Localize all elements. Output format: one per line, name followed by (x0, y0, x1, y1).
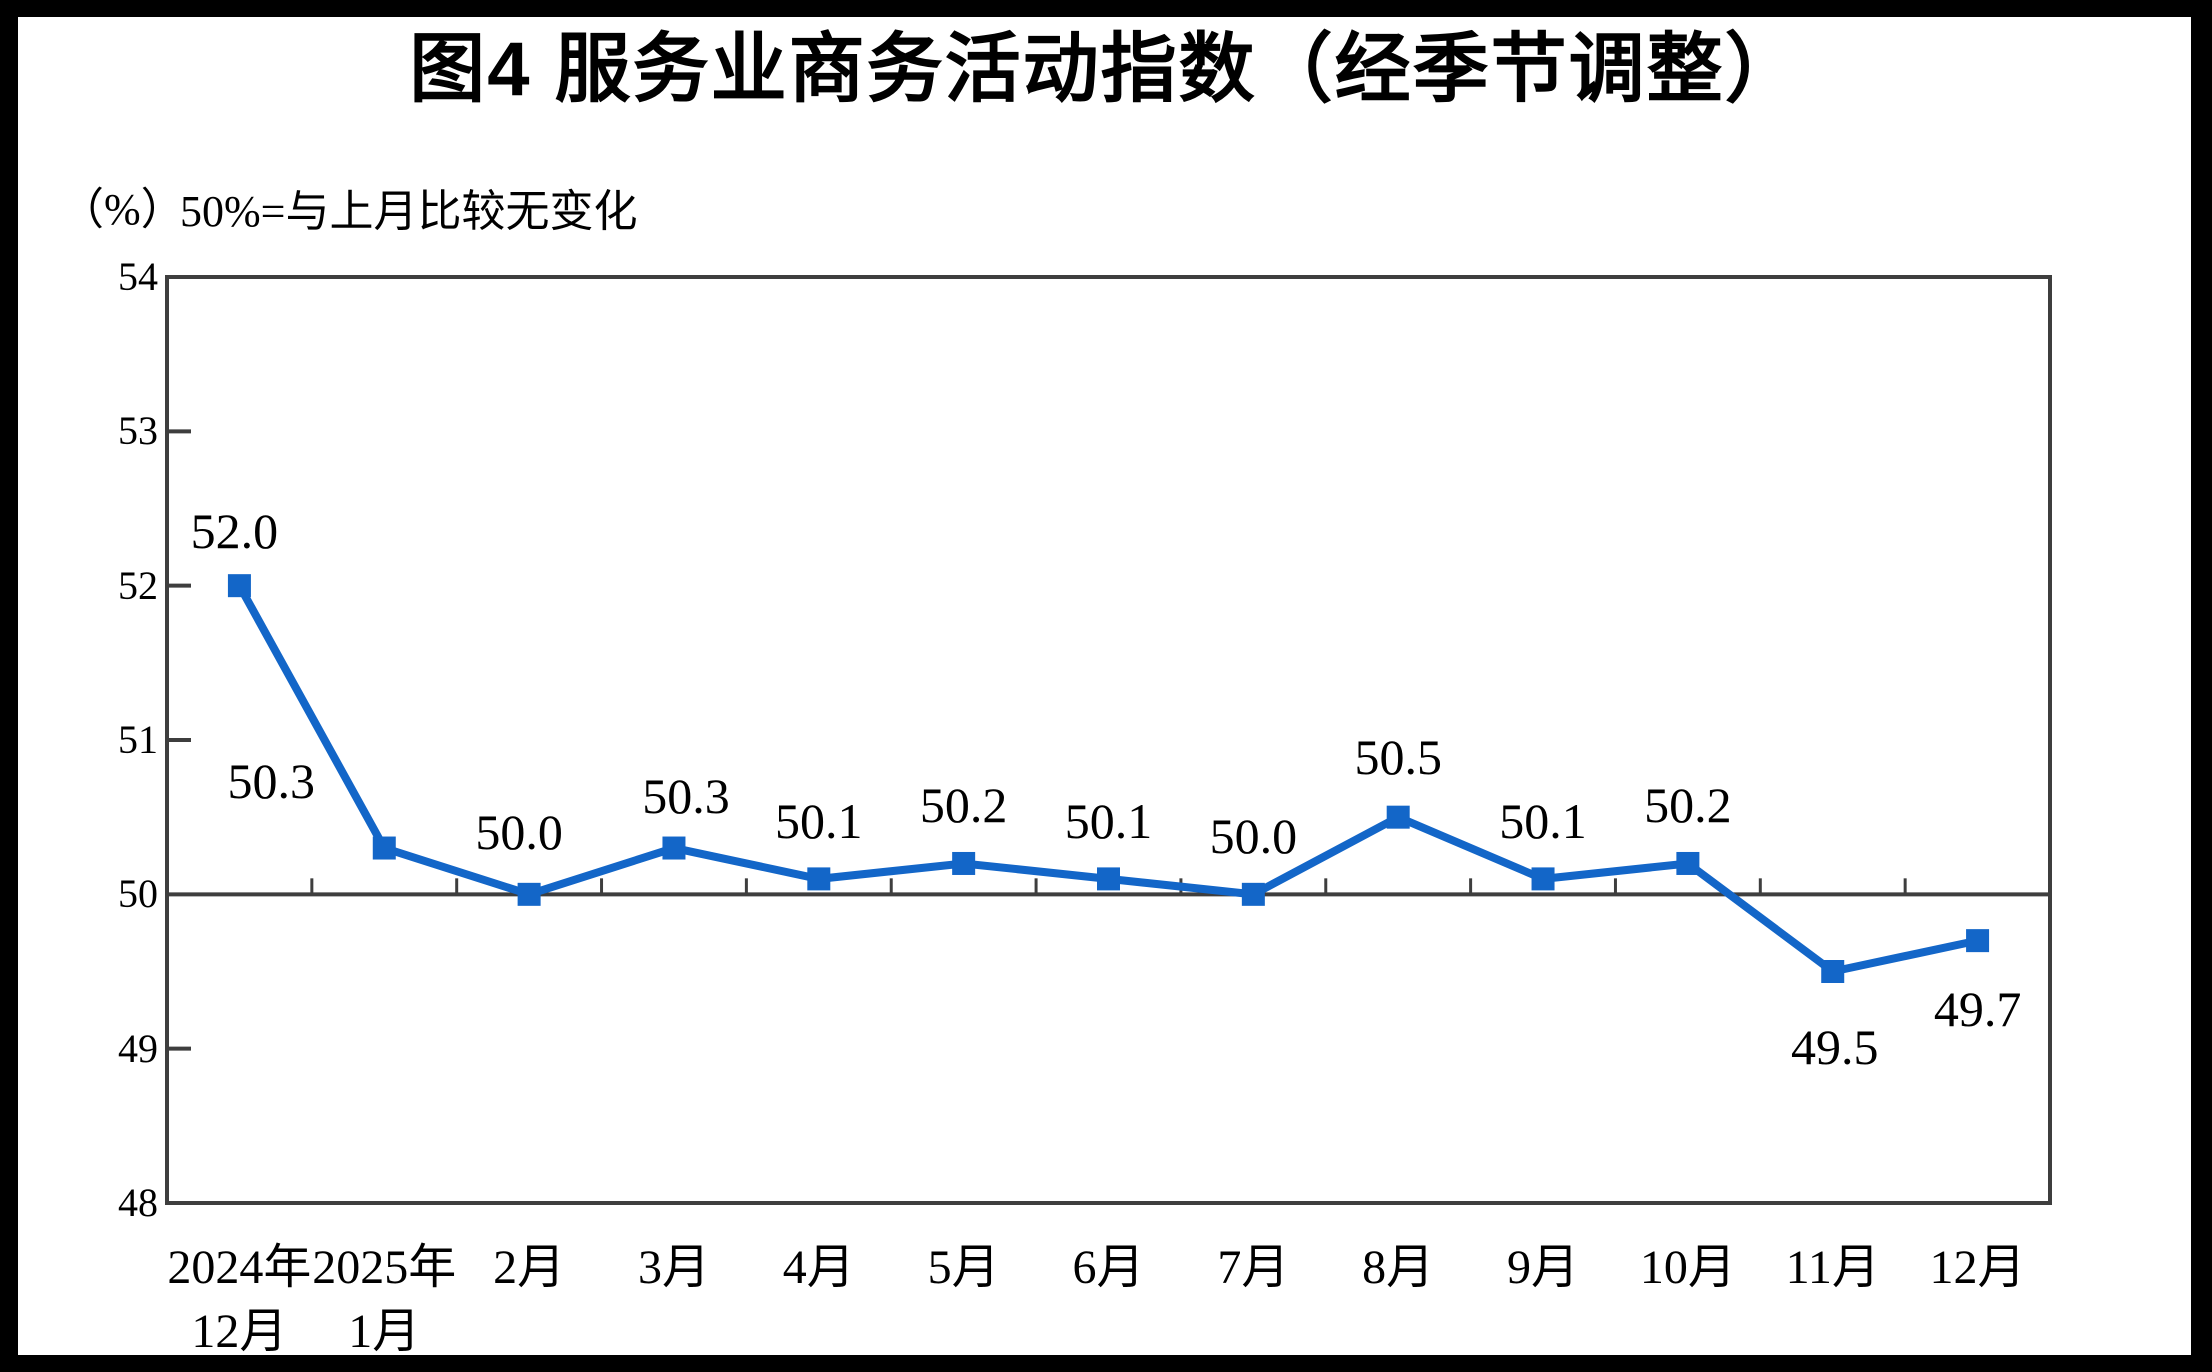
data-point-value-label: 50.2 (1644, 777, 1732, 834)
data-point-marker (662, 836, 686, 860)
chart-subtitle-row: （%） 50%=与上月比较无变化 (0, 182, 2212, 238)
y-axis-unit-label: （%） (60, 185, 185, 234)
data-point-value-label: 50.5 (1354, 729, 1442, 786)
data-point-value-label: 50.1 (1064, 792, 1153, 849)
x-category-label: 1月 (348, 1305, 421, 1358)
y-tick-label: 49 (118, 1025, 158, 1071)
data-point-value-label: 50.0 (475, 804, 563, 861)
data-point-marker (517, 882, 541, 906)
x-category-label: 9月 (1507, 1241, 1580, 1294)
data-point-marker (1821, 960, 1845, 983)
data-point-marker (1966, 929, 1990, 953)
x-category-label: 7月 (1217, 1241, 1290, 1294)
data-point-value-label: 49.7 (1933, 980, 2022, 1037)
data-point-value-label: 49.5 (1790, 1018, 1879, 1075)
x-category-label: 3月 (637, 1241, 710, 1294)
data-point-marker (1097, 867, 1120, 891)
data-point-marker (952, 851, 976, 875)
data-point-value-label: 50.3 (227, 753, 316, 810)
y-tick-label: 48 (118, 1180, 158, 1225)
data-point-marker (1531, 867, 1555, 891)
baseline-note: 50%=与上月比较无变化 (180, 187, 638, 236)
chart-title: 图4 服务业商务活动指数（经季节调整） (409, 27, 1803, 112)
x-category-label: 12月 (1929, 1241, 2026, 1294)
data-point-marker (1386, 805, 1410, 829)
data-point-marker (372, 836, 396, 860)
data-point-value-label: 50.2 (919, 777, 1008, 834)
y-tick-label: 52 (118, 562, 158, 608)
y-tick-label: 50 (118, 871, 158, 917)
x-category-label: 6月 (1072, 1241, 1145, 1294)
x-category-label: 8月 (1362, 1241, 1435, 1294)
data-point-value-label: 50.1 (1499, 792, 1587, 849)
data-point-marker (227, 574, 251, 598)
x-category-label: 2024年 (167, 1241, 312, 1294)
x-category-label: 12月 (191, 1305, 288, 1358)
x-category-label: 10月 (1639, 1241, 1736, 1294)
data-point-marker (1241, 882, 1265, 906)
data-point-value-label: 52.0 (190, 502, 279, 559)
y-tick-label: 54 (118, 254, 158, 299)
data-point-value-label: 50.3 (642, 768, 730, 825)
plot-border (165, 275, 2052, 1205)
x-category-label: 2月 (493, 1241, 566, 1294)
data-point-value-label: 50.0 (1209, 808, 1298, 865)
y-tick-label: 53 (118, 408, 158, 454)
data-point-value-label: 50.1 (775, 792, 863, 849)
x-category-label: 4月 (782, 1241, 855, 1294)
x-category-label: 5月 (927, 1241, 1000, 1294)
x-category-label: 2025年 (312, 1241, 457, 1294)
data-point-marker (1676, 851, 1700, 875)
data-point-marker (807, 867, 831, 891)
y-tick-label: 51 (118, 717, 158, 762)
x-category-label: 11月 (1785, 1241, 1880, 1294)
figure-background (18, 17, 2191, 1355)
